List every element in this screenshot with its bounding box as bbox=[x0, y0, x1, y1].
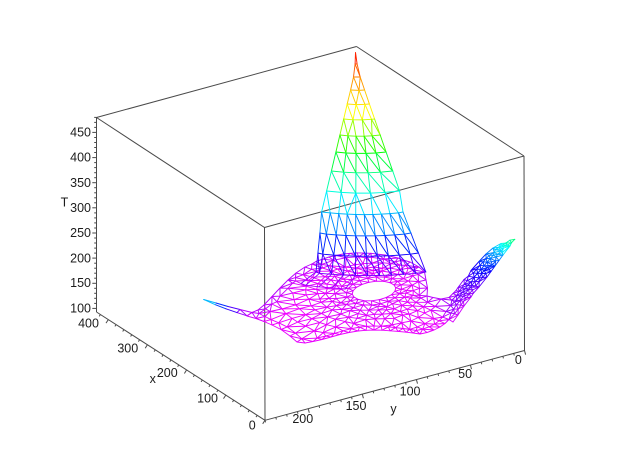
svg-text:450: 450 bbox=[70, 126, 91, 140]
svg-text:150: 150 bbox=[70, 276, 91, 290]
svg-text:0: 0 bbox=[515, 353, 522, 367]
svg-text:150: 150 bbox=[346, 399, 367, 413]
svg-text:y: y bbox=[390, 402, 397, 416]
svg-text:100: 100 bbox=[197, 392, 218, 406]
svg-text:300: 300 bbox=[70, 201, 91, 215]
svg-text:x: x bbox=[150, 372, 157, 386]
svg-text:400: 400 bbox=[70, 150, 91, 164]
svg-text:300: 300 bbox=[117, 342, 138, 356]
svg-text:100: 100 bbox=[400, 385, 421, 399]
svg-text:50: 50 bbox=[458, 367, 472, 381]
svg-text:T: T bbox=[61, 195, 69, 209]
svg-text:100: 100 bbox=[70, 302, 91, 316]
svg-text:200: 200 bbox=[70, 251, 91, 265]
svg-text:400: 400 bbox=[78, 316, 99, 330]
svg-text:350: 350 bbox=[70, 176, 91, 190]
svg-text:200: 200 bbox=[292, 412, 313, 426]
svg-text:250: 250 bbox=[70, 226, 91, 240]
svg-text:0: 0 bbox=[249, 418, 256, 432]
svg-text:200: 200 bbox=[157, 366, 178, 380]
